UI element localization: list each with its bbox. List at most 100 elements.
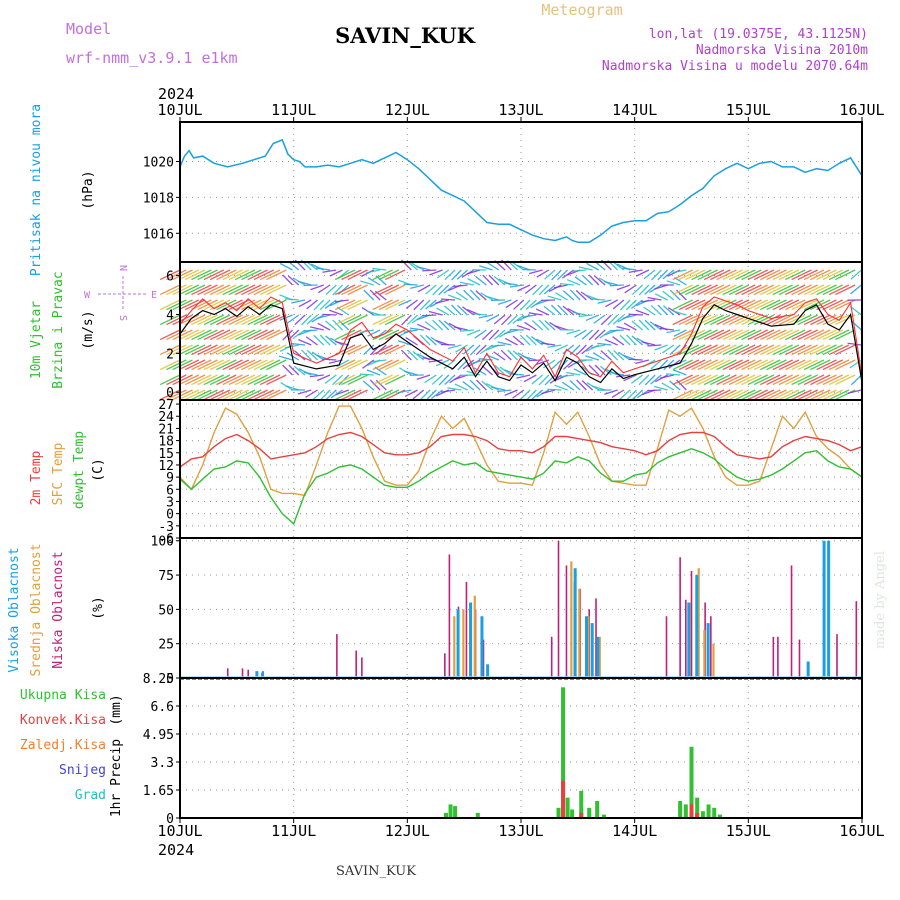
cloud-low-bar bbox=[595, 598, 597, 678]
wind-barb bbox=[574, 276, 587, 286]
wind-barb bbox=[703, 269, 725, 281]
wind-barb bbox=[341, 389, 362, 401]
wind-barb bbox=[512, 314, 525, 325]
x-tick-label-top: 16JUL bbox=[839, 101, 884, 119]
wind-barb bbox=[417, 323, 431, 331]
wind-barb bbox=[528, 312, 543, 316]
wind-barb bbox=[501, 314, 512, 326]
wind-barb bbox=[778, 284, 800, 296]
wind-barb bbox=[635, 359, 650, 365]
wind-barb bbox=[691, 269, 712, 281]
wind-barb bbox=[822, 374, 843, 386]
wind-barb bbox=[847, 342, 862, 346]
wind-barb bbox=[384, 374, 406, 386]
wind-barb bbox=[672, 269, 687, 274]
legend-snow: Snijeg bbox=[59, 763, 106, 778]
wind-barb bbox=[554, 344, 568, 352]
pressure-axis-name: Pritisak na nivou mora bbox=[29, 104, 44, 276]
precip-axis-unit: (mm) bbox=[109, 694, 124, 725]
wind-barb bbox=[588, 329, 600, 341]
wind-barb bbox=[747, 344, 768, 356]
wind-barb bbox=[266, 344, 287, 356]
wind-barb bbox=[635, 269, 650, 277]
wind-barb bbox=[431, 374, 444, 385]
wind-barb bbox=[662, 290, 675, 301]
wind-barb bbox=[803, 359, 825, 371]
wind-barb bbox=[497, 389, 512, 393]
wind-barb bbox=[166, 299, 187, 311]
wind-barb bbox=[678, 314, 700, 326]
wind-barb bbox=[405, 299, 418, 309]
wind-barb bbox=[791, 359, 812, 371]
wind-barb bbox=[428, 310, 443, 316]
wind-barb bbox=[835, 269, 856, 281]
wind-barb bbox=[576, 344, 587, 356]
temp-axis-name1: 2m Temp bbox=[29, 450, 44, 505]
wind-barb bbox=[166, 314, 187, 326]
wind-barb bbox=[538, 284, 550, 296]
wind-barb bbox=[650, 374, 662, 385]
wind-barb bbox=[412, 350, 425, 361]
wind-barb bbox=[347, 299, 368, 311]
wind-barb bbox=[778, 329, 800, 341]
wind-barb bbox=[741, 269, 762, 281]
wind-barb bbox=[241, 299, 262, 311]
wind-barb bbox=[441, 298, 456, 301]
wind-barb bbox=[378, 269, 400, 281]
wind-barb bbox=[622, 314, 637, 320]
x-tick-label-top: 14JUL bbox=[612, 101, 657, 119]
wind-barb bbox=[287, 314, 300, 324]
wind-barb bbox=[184, 269, 206, 281]
wind-barb bbox=[398, 299, 412, 307]
wind-barb bbox=[191, 329, 212, 341]
cloud-high-bar bbox=[590, 623, 594, 678]
wind-barb bbox=[241, 344, 262, 356]
wind-barb bbox=[428, 359, 443, 363]
wind-barb bbox=[622, 267, 637, 271]
wind-barb bbox=[462, 344, 475, 355]
wind-barb bbox=[397, 389, 412, 394]
x-tick-label-bottom: 10JUL bbox=[157, 822, 202, 840]
x-tick-label-top: 11JUL bbox=[271, 101, 316, 119]
wind-barb bbox=[234, 374, 256, 386]
temp-axis-name2: SFC Temp bbox=[51, 443, 66, 506]
wind-barb bbox=[566, 279, 581, 286]
wind-barb bbox=[810, 269, 831, 281]
wind-barb bbox=[316, 267, 331, 271]
cloud-low-bar bbox=[798, 639, 801, 678]
wind-barb bbox=[609, 284, 624, 287]
wind-barb bbox=[772, 359, 793, 371]
wind-barb bbox=[810, 329, 831, 341]
wind-barb bbox=[785, 314, 806, 326]
wind-barb bbox=[222, 269, 243, 281]
wind-barb bbox=[266, 359, 287, 371]
wind-barb bbox=[661, 344, 675, 354]
cloud-high-bar bbox=[486, 664, 490, 678]
wind-barb bbox=[626, 389, 637, 401]
wind-barb bbox=[722, 344, 743, 356]
wind-barb bbox=[531, 336, 543, 346]
wind-barb bbox=[222, 284, 243, 296]
wind-barb bbox=[482, 329, 494, 341]
wind-barb bbox=[287, 275, 300, 286]
cloud-high-bar bbox=[596, 636, 600, 678]
wind-barb bbox=[600, 314, 612, 326]
wind-barb bbox=[592, 352, 606, 361]
wind-barb bbox=[766, 359, 787, 371]
wind-barb bbox=[578, 266, 593, 271]
wind-barb bbox=[735, 344, 756, 356]
precip-total-bar bbox=[595, 801, 600, 818]
wind-barb bbox=[335, 389, 350, 396]
wind-barb bbox=[631, 320, 644, 331]
cloud-low-bar bbox=[565, 565, 568, 678]
wind-barb bbox=[816, 344, 837, 356]
wind-barb bbox=[522, 314, 537, 318]
wind-barb bbox=[372, 389, 393, 401]
wind-barb bbox=[372, 269, 393, 281]
wind-barb bbox=[603, 280, 618, 286]
y-tick-label: 12 bbox=[158, 459, 174, 474]
wind-barb bbox=[828, 284, 850, 296]
wind-barb bbox=[347, 269, 368, 281]
wind-barb bbox=[728, 389, 750, 401]
y-tick-label: 3 bbox=[166, 495, 174, 510]
